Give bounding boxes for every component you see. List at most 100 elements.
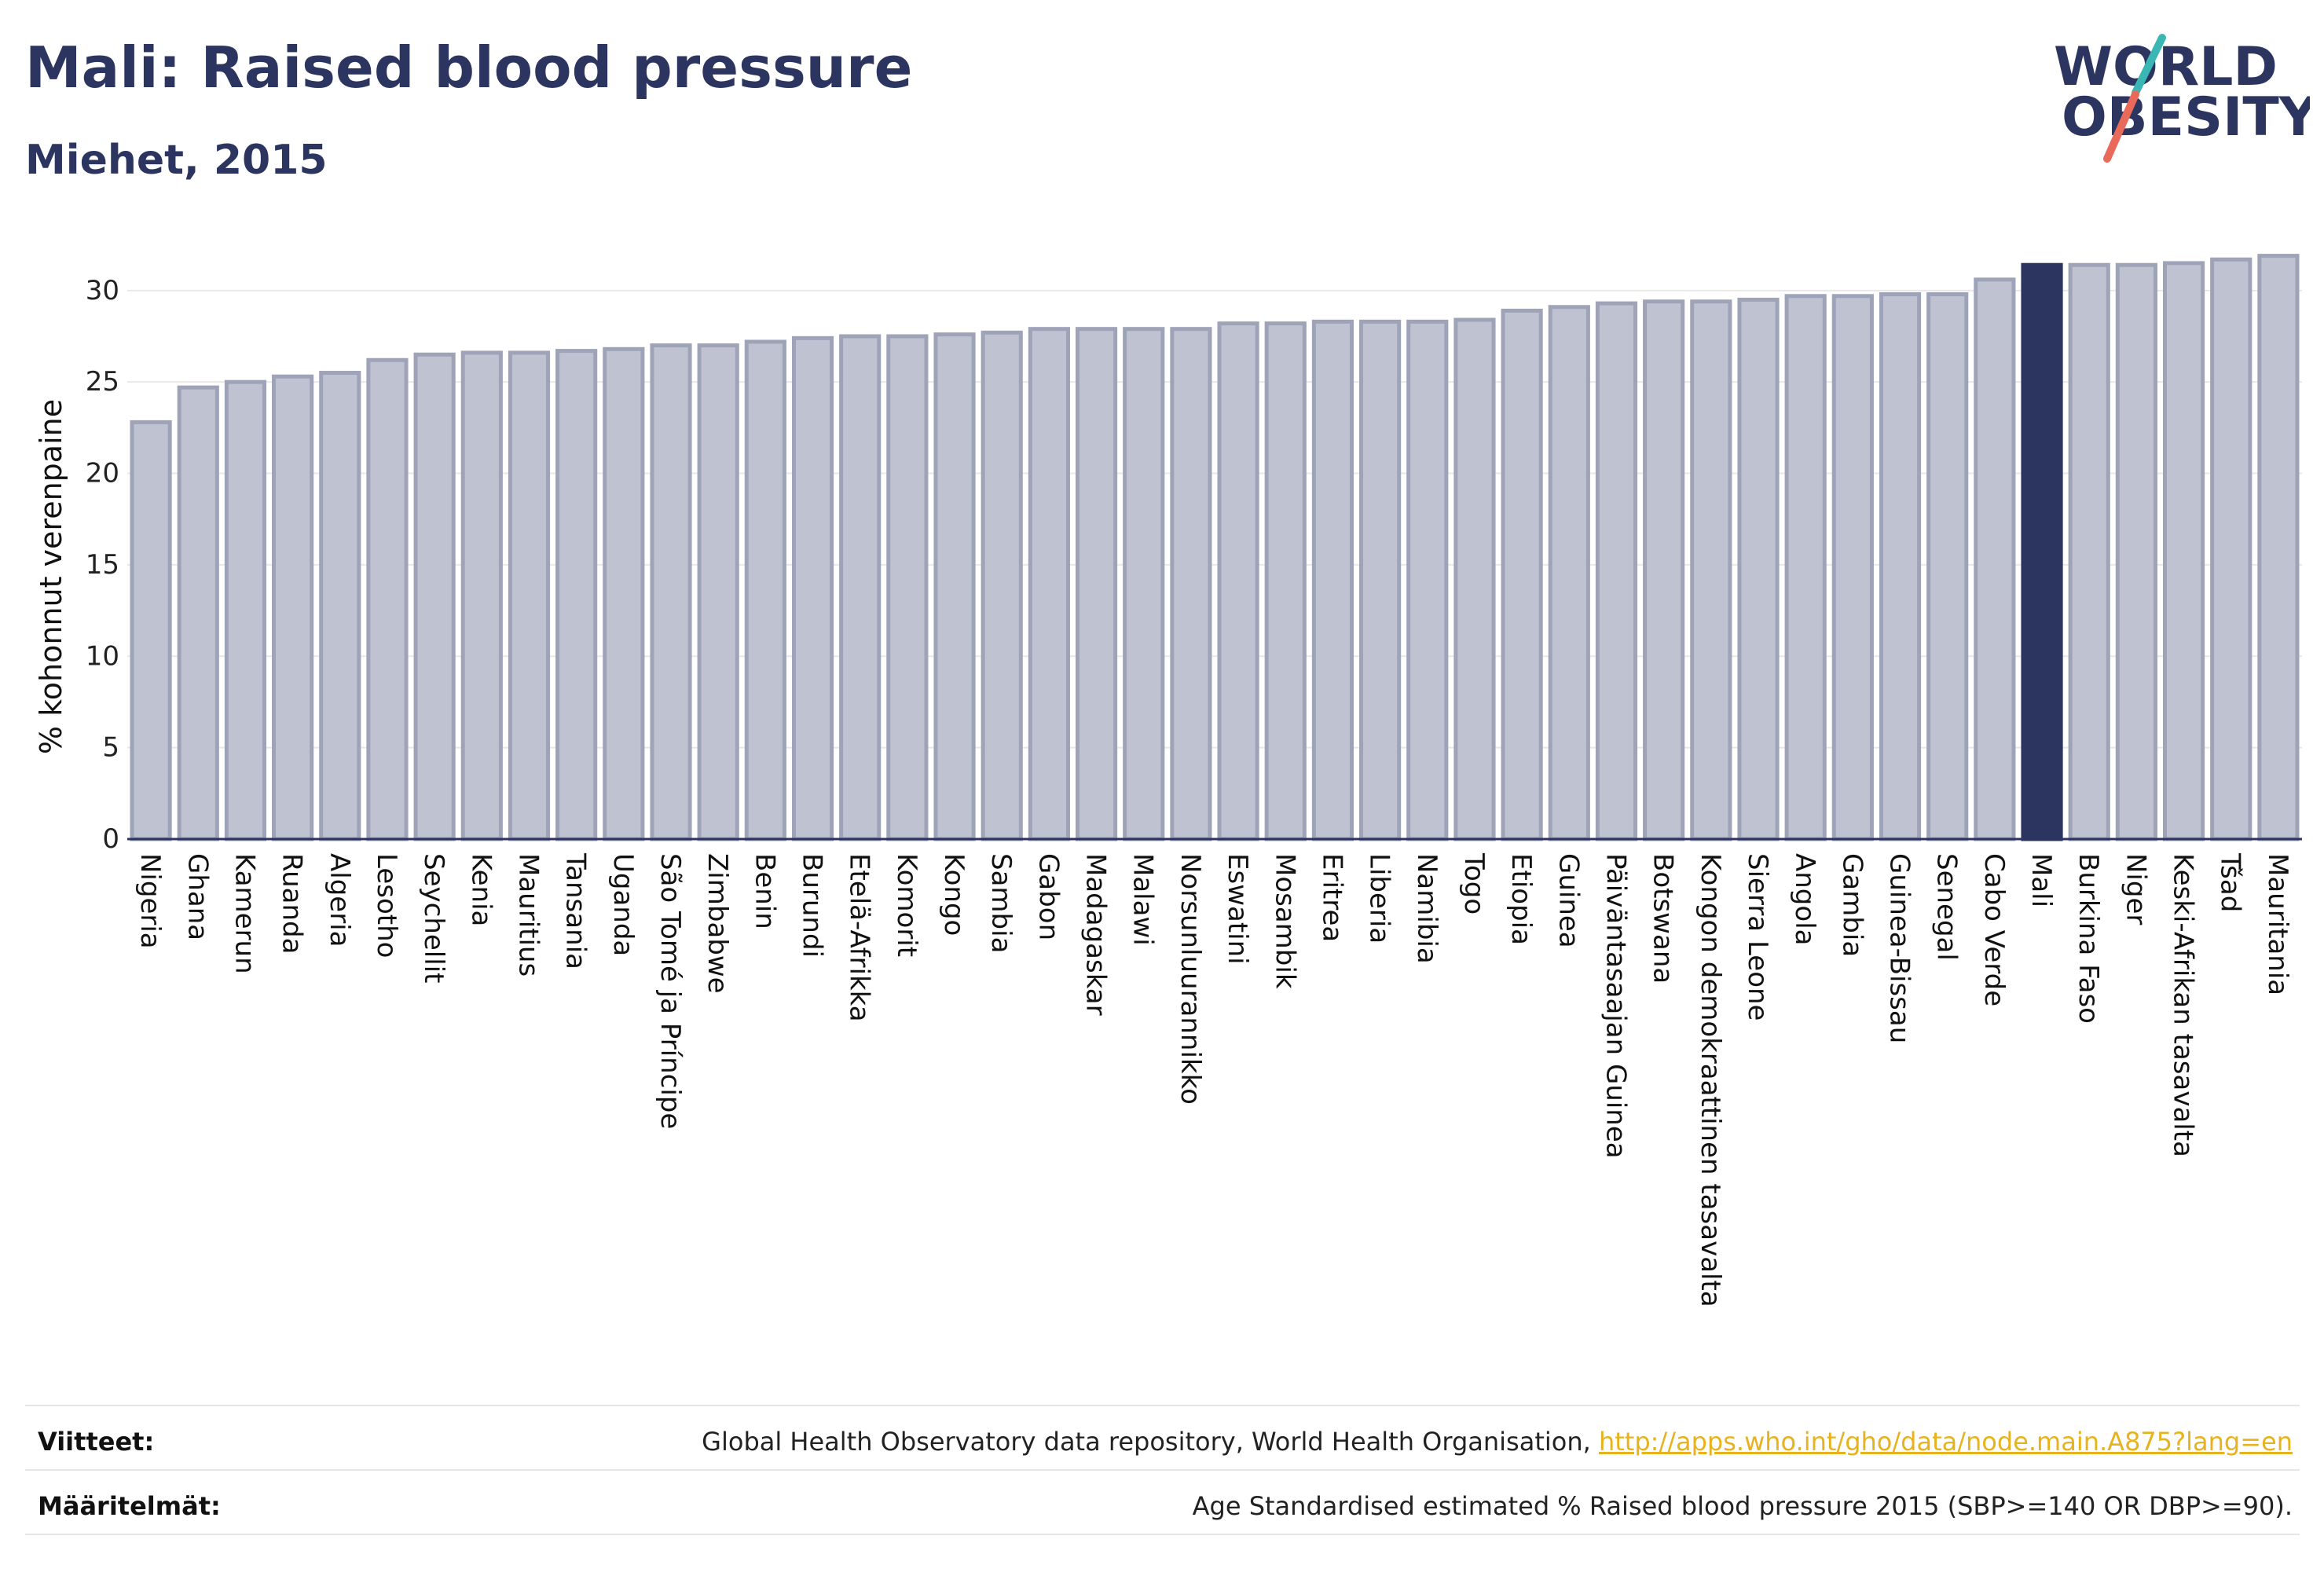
sources-value: Global Health Observatory data repositor… (702, 1427, 2293, 1457)
bar (839, 334, 882, 841)
y-tick-label: 20 (86, 458, 119, 489)
bar (1879, 291, 1922, 841)
x-tick-label: Nigeria (134, 853, 166, 949)
x-tick-label: Etelä-Afrikka (844, 853, 875, 1022)
bar (460, 350, 503, 841)
bar (981, 330, 1023, 841)
x-tick-label: Tansania (560, 852, 592, 969)
bar-chart: 0 5 10 15 20 25 30 % kohonnut verenpaine Nigeria… (34, 254, 2302, 1307)
x-tick-label: Ghana (181, 853, 213, 940)
chart-subtitle: Miehet, 2015 (25, 137, 328, 184)
y-axis-label: % kohonnut verenpaine (34, 399, 68, 754)
x-tick-label: Komorit (891, 853, 922, 957)
world-obesity-logo: WORLD OBESITY (2054, 34, 2310, 163)
bar (697, 343, 739, 841)
x-tick-label: Sierra Leone (1742, 853, 1773, 1021)
sources-link[interactable]: http://apps.who.int/gho/data/node.main.A… (1598, 1427, 2293, 1457)
bar (1548, 305, 1590, 841)
y-tick-label: 5 (102, 732, 119, 764)
bar (1217, 321, 1259, 841)
bar (2257, 254, 2300, 841)
bar (1784, 294, 1827, 841)
x-tick-label: Ruanda (277, 853, 308, 954)
x-tick-label: Liberia (1364, 853, 1395, 944)
definitions-label: Määritelmät: (38, 1491, 221, 1521)
x-tick-label: São Tomé ja Príncipe (654, 853, 686, 1129)
bar (2162, 261, 2205, 841)
x-tick-label: Algeria (324, 853, 355, 947)
x-tick-label: Guinea (1552, 853, 1584, 948)
x-tick-label: Botswana (1648, 853, 1679, 984)
x-tick-label: Uganda (607, 853, 639, 956)
x-tick-label: Kenia (465, 853, 497, 926)
x-tick-label: Kongo (938, 853, 970, 936)
bar (366, 357, 409, 841)
bar (1643, 299, 1685, 841)
footer-divider (25, 1469, 2300, 1471)
bar (1974, 277, 2016, 841)
bar (508, 350, 551, 841)
bar (933, 332, 976, 841)
bar (555, 349, 598, 841)
bar (1028, 327, 1070, 841)
bar (2021, 262, 2063, 841)
x-tick-label: Norsunluurannikko (1175, 853, 1206, 1105)
y-tick-label: 25 (86, 366, 119, 398)
x-tick-label: Malawi (1127, 853, 1159, 946)
x-tick-label: Benin (749, 853, 780, 929)
y-tick-label: 10 (86, 640, 119, 672)
x-tick-label: Angola (1789, 853, 1820, 945)
x-tick-label: Senegal (1931, 853, 1963, 961)
x-tick-label: Mauritania (2262, 853, 2293, 995)
logo-slash-coral (2103, 90, 2139, 163)
x-tick-label: Etiopia (1505, 853, 1537, 945)
bar (650, 343, 692, 841)
x-tick-label: Madagaskar (1080, 853, 1112, 1016)
bar (1123, 327, 1165, 841)
x-tick-label: Kamerun (229, 853, 260, 974)
x-tick-label: Eritrea (1316, 853, 1347, 942)
x-tick-label: Mali (2025, 853, 2057, 907)
bar (1737, 297, 1780, 841)
x-tick-label: Mauritius (512, 853, 544, 977)
chart-title: Mali: Raised blood pressure (25, 35, 913, 101)
logo-slash-teal (2132, 34, 2166, 97)
bar (319, 371, 361, 841)
x-tick-label: Zimbabwe (702, 853, 733, 994)
x-tick-label: Guinea-Bissau (1884, 853, 1915, 1043)
y-tick-label: 15 (86, 549, 119, 581)
x-tick-label: Niger (2120, 853, 2151, 925)
x-tick-label: Gabon (1032, 853, 1064, 940)
x-tick-label: Sambia (985, 853, 1017, 953)
x-tick-label: Togo (1458, 852, 1490, 914)
bar (1831, 294, 1874, 841)
bar (1595, 301, 1638, 841)
footer-definitions-row: Määritelmät: Age Standardised estimated … (38, 1491, 2293, 1523)
bar (177, 385, 219, 841)
footer-divider (25, 1405, 2300, 1406)
x-tick-label: Burundi (797, 853, 828, 958)
bar (1926, 291, 1969, 841)
bar (272, 374, 314, 841)
bar (224, 379, 267, 841)
x-tick-label: Gambia (1836, 853, 1868, 957)
bar (1501, 308, 1543, 841)
y-tick-label: 0 (102, 823, 119, 855)
bar (1264, 321, 1307, 841)
x-tick-label: Seychellit (418, 853, 449, 983)
sources-label: Viitteet: (38, 1427, 155, 1457)
x-tick-label: Keski-Afrikan tasavalta (2168, 853, 2199, 1157)
definitions-value: Age Standardised estimated % Raised bloo… (1192, 1491, 2293, 1521)
x-tick-label: Burkina Faso (2073, 853, 2104, 1024)
x-tick-label: Kongon demokraattinen tasavalta (1695, 853, 1726, 1307)
footer-sources-row: Viitteet: Global Health Observatory data… (38, 1427, 2293, 1458)
bar (130, 420, 172, 841)
bar (1170, 327, 1212, 841)
bar (2210, 257, 2253, 841)
sources-text: Global Health Observatory data repositor… (702, 1427, 1599, 1457)
logo-text-world: WORLD (2054, 36, 2278, 98)
bar (2068, 262, 2110, 841)
footer-divider (25, 1534, 2300, 1535)
x-tick-label: Eswatini (1222, 853, 1253, 965)
x-tick-label: Mosambik (1269, 853, 1300, 989)
